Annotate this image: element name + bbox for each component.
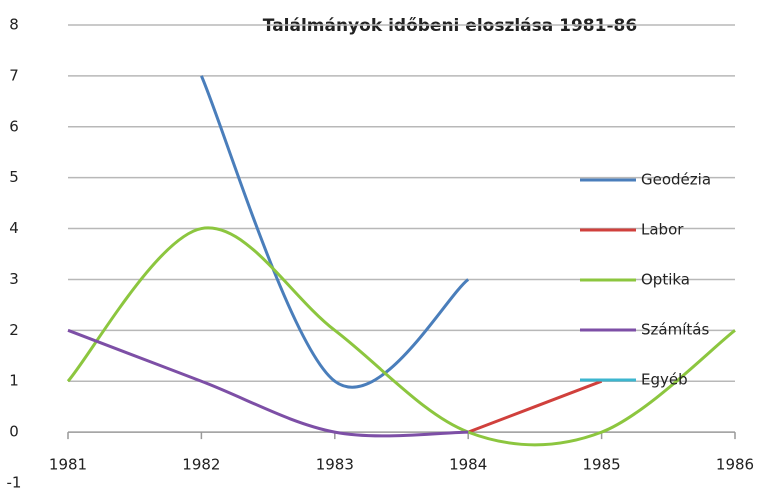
legend-label: Optika — [641, 271, 690, 289]
y-tick-label: 5 — [9, 168, 19, 186]
series-line — [200, 75, 470, 389]
y-tick-label: 1 — [9, 372, 19, 390]
y-tick-label: 2 — [9, 321, 19, 339]
y-tick-label: 3 — [9, 270, 19, 288]
y-tick-label: 7 — [9, 66, 19, 84]
y-tick-label: -1 — [7, 474, 22, 492]
x-tick-label: 1983 — [316, 456, 354, 474]
legend-label: Számítás — [641, 321, 709, 339]
legend-label: Labor — [641, 221, 684, 239]
series-line — [67, 328, 469, 438]
x-tick-label: 1985 — [583, 456, 621, 474]
series-line — [66, 226, 736, 447]
x-tick-label: 1986 — [716, 456, 754, 474]
y-tick-label: 0 — [9, 423, 19, 441]
y-tick-label: 8 — [9, 16, 19, 34]
legend-label: Egyéb — [641, 371, 688, 389]
chart-title: Találmányok időbeni eloszlása 1981-86 — [263, 16, 637, 36]
y-tick-label: 4 — [9, 219, 19, 237]
legend-label: Geodézia — [641, 171, 711, 189]
x-tick-label: 1981 — [49, 456, 87, 474]
x-tick-label: 1984 — [449, 456, 487, 474]
x-tick-label: 1982 — [182, 456, 220, 474]
series-line — [467, 379, 603, 434]
y-tick-label: 6 — [9, 117, 19, 135]
